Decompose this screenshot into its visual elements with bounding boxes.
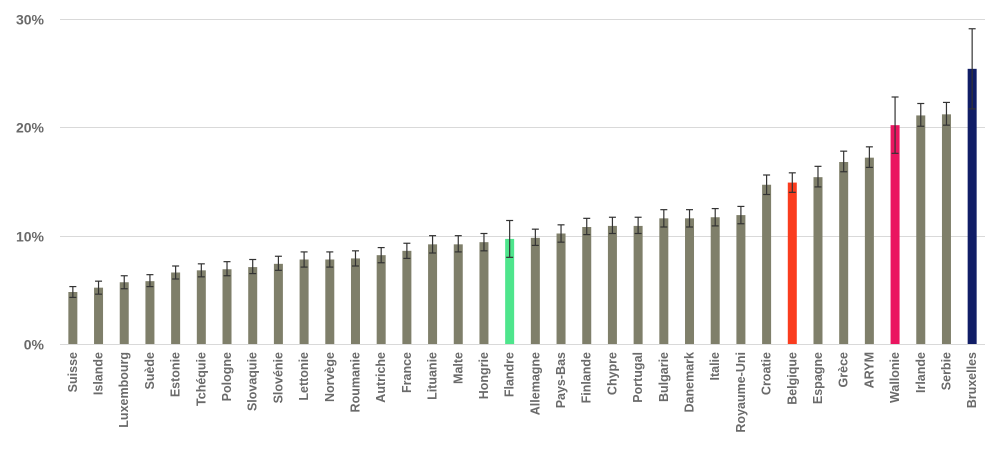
bar — [222, 269, 232, 344]
x-tick-label: Pologne — [220, 352, 234, 401]
bar — [350, 258, 360, 344]
x-tick-label: Espagne — [811, 352, 825, 404]
bar — [248, 267, 258, 344]
bar — [145, 281, 155, 344]
x-tick-label: Estonie — [169, 352, 183, 397]
bar — [813, 177, 823, 344]
x-tick-label: Belgique — [785, 352, 799, 405]
bar — [762, 184, 772, 344]
x-tick-label: Islande — [92, 352, 106, 395]
y-tick-label: 20% — [16, 120, 45, 136]
bar — [582, 227, 592, 344]
y-axis-tick-labels: 0% 10% 20% 30% — [16, 12, 45, 353]
x-tick-label: Serbie — [939, 352, 953, 390]
x-tick-label: Chypre — [605, 352, 619, 395]
y-tick-label: 30% — [16, 12, 45, 28]
x-tick-label: Bruxelles — [965, 352, 979, 408]
bar — [710, 217, 720, 344]
x-tick-label: ARYM — [862, 352, 876, 388]
x-tick-label: Lettonie — [297, 352, 311, 401]
bars — [68, 68, 977, 345]
bar — [171, 272, 181, 344]
x-axis-tick-labels: Suisse Islande Luxembourg Suède Estonie Tchéq… — [66, 352, 979, 433]
x-tick-label: Flandre — [503, 352, 517, 397]
bar — [119, 282, 129, 344]
bar — [941, 114, 951, 344]
y-tick-label: 10% — [16, 229, 45, 245]
x-tick-label: Slovénie — [271, 352, 285, 403]
bar — [530, 237, 540, 344]
bar — [376, 255, 386, 344]
bar — [839, 162, 849, 344]
x-tick-label: Suède — [143, 352, 157, 390]
bar — [273, 263, 283, 344]
bar — [402, 250, 412, 344]
bar — [68, 292, 78, 344]
bar — [299, 259, 309, 344]
bar — [890, 125, 900, 345]
gridlines — [60, 19, 985, 345]
bar — [453, 244, 463, 344]
x-tick-label: Lituanie — [426, 352, 440, 400]
x-tick-label: Finlande — [580, 352, 594, 403]
x-tick-label: Tchéquie — [194, 352, 208, 406]
bar — [787, 182, 797, 344]
x-tick-label: Malte — [451, 352, 465, 384]
bar — [659, 218, 669, 344]
bar — [505, 238, 515, 344]
bar — [325, 259, 335, 344]
x-tick-label: Allemagne — [528, 352, 542, 415]
bar — [479, 242, 489, 344]
bar — [685, 218, 695, 344]
x-tick-label: France — [400, 352, 414, 393]
x-tick-label: Italie — [708, 352, 722, 381]
bar — [196, 270, 206, 344]
x-tick-label: Portugal — [631, 352, 645, 403]
bar — [916, 115, 926, 345]
x-tick-label: Suisse — [66, 352, 80, 392]
bar — [864, 157, 874, 344]
error-bars — [69, 28, 976, 299]
x-tick-label: Croatie — [760, 352, 774, 395]
bar — [736, 215, 746, 344]
y-tick-label: 0% — [24, 337, 45, 353]
x-tick-label: Luxembourg — [117, 352, 131, 428]
bar — [967, 68, 977, 344]
x-tick-label: Norvège — [323, 352, 337, 402]
x-tick-label: Bulgarie — [657, 352, 671, 402]
x-tick-label: Hongrie — [477, 352, 491, 399]
x-tick-label: Autriche — [374, 352, 388, 403]
x-tick-label: Royaume-Uni — [734, 352, 748, 433]
bar — [607, 225, 617, 344]
bar — [633, 225, 643, 344]
bar — [94, 287, 104, 344]
x-tick-label: Pays-Bas — [554, 352, 568, 408]
x-tick-label: Slovaquie — [246, 352, 260, 411]
x-tick-label: Wallonie — [888, 352, 902, 403]
x-tick-label: Roumanie — [348, 352, 362, 412]
x-tick-label: Grèce — [837, 352, 851, 387]
bar — [556, 233, 566, 344]
x-tick-label: Irlande — [914, 352, 928, 393]
x-tick-label: Danemark — [683, 352, 697, 412]
bar — [428, 244, 438, 344]
